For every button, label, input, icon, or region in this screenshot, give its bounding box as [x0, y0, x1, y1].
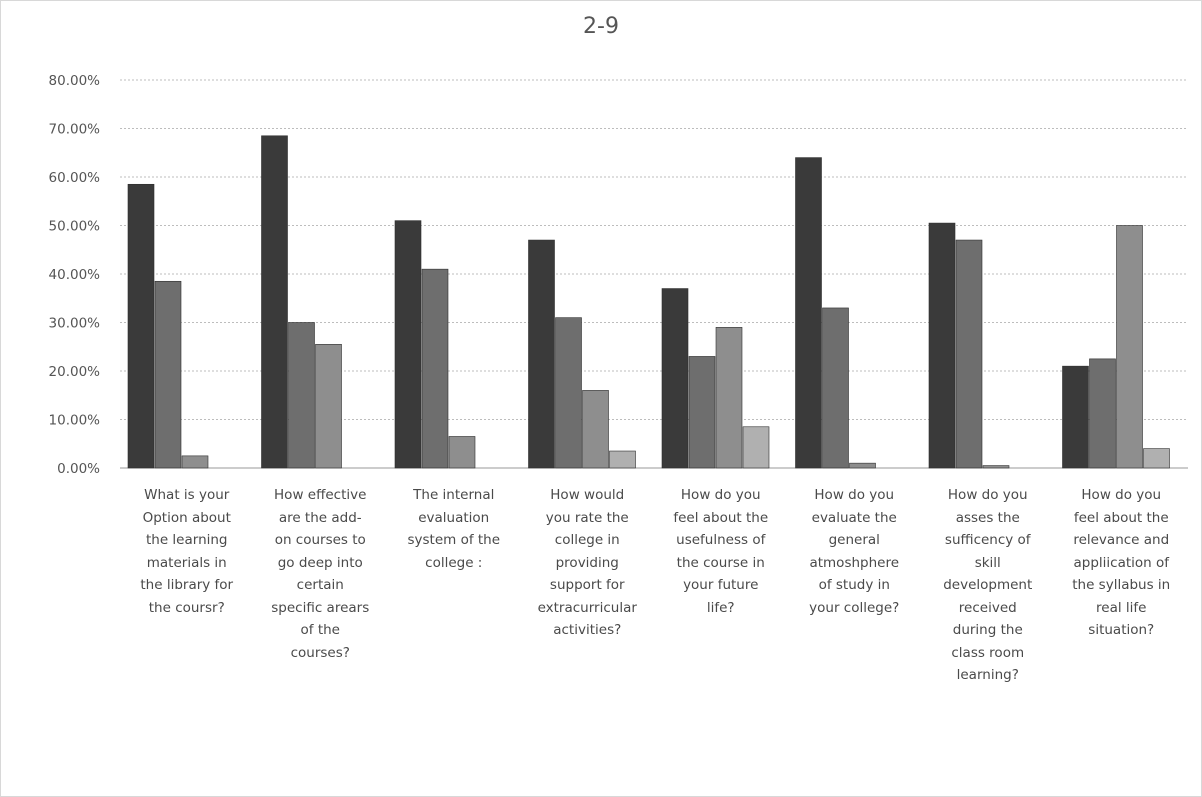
y-tick-label: 10.00% — [49, 413, 101, 429]
bar-series-3-cat-2 — [315, 344, 342, 469]
bar-series-1-cat-7 — [928, 222, 956, 469]
bar-series-2-cat-7 — [955, 239, 983, 469]
y-tick-label: 20.00% — [49, 364, 101, 380]
x-category-label: How do you asses the sufficency of skill… — [943, 487, 1033, 683]
bar-series-1-cat-4 — [528, 239, 555, 469]
x-category-label: How do you feel about the relevance and … — [1072, 487, 1171, 638]
bar-series-2-cat-1 — [154, 280, 182, 469]
bar-series-1-cat-2 — [261, 135, 288, 469]
bar-series-3-cat-7 — [982, 465, 1010, 469]
bar-series-4-cat-4 — [609, 450, 636, 469]
x-category-label: The internal evaluation system of the co… — [407, 487, 501, 571]
bar-series-3-cat-8 — [1116, 225, 1143, 469]
bar-series-2-cat-3 — [421, 268, 449, 469]
bar-series-3-cat-6 — [849, 462, 876, 469]
y-tick-label: 40.00% — [49, 267, 101, 283]
x-category-label: How would you rate the college in provid… — [537, 487, 637, 638]
y-tick-label: 0.00% — [57, 461, 100, 477]
chart-title: 2-9 — [583, 14, 619, 39]
bar-series-1-cat-3 — [394, 220, 422, 469]
y-tick-label: 70.00% — [49, 122, 101, 138]
bar-series-2-cat-8 — [1089, 358, 1116, 469]
bar-series-3-cat-1 — [181, 455, 209, 469]
bar-series-3-cat-3 — [448, 436, 476, 469]
x-category-label: How do you feel about the usefulness of … — [673, 487, 769, 616]
bar-series-2-cat-2 — [288, 322, 315, 469]
y-tick-label: 80.00% — [49, 73, 101, 89]
y-tick-label: 30.00% — [49, 316, 101, 332]
bar-series-1-cat-5 — [661, 288, 689, 469]
x-category-label: How effective are the add- on courses to… — [271, 487, 370, 661]
bar-series-4-cat-5 — [742, 426, 770, 469]
bar-series-4-cat-8 — [1143, 448, 1170, 469]
bar-series-2-cat-6 — [822, 307, 849, 469]
y-tick-label: 60.00% — [49, 170, 101, 186]
bar-series-1-cat-8 — [1062, 365, 1089, 469]
bar-series-3-cat-5 — [715, 327, 743, 469]
y-tick-label: 50.00% — [49, 219, 101, 235]
bar-series-3-cat-4 — [582, 390, 609, 469]
x-category-label: What is your Option about the learning m… — [140, 487, 234, 616]
bar-series-1-cat-6 — [795, 157, 822, 469]
x-category-label: How do you evaluate the general atmoshph… — [809, 487, 900, 616]
bar-series-1-cat-1 — [127, 183, 155, 469]
bar-series-2-cat-5 — [688, 356, 716, 469]
bar-series-2-cat-4 — [555, 317, 582, 469]
